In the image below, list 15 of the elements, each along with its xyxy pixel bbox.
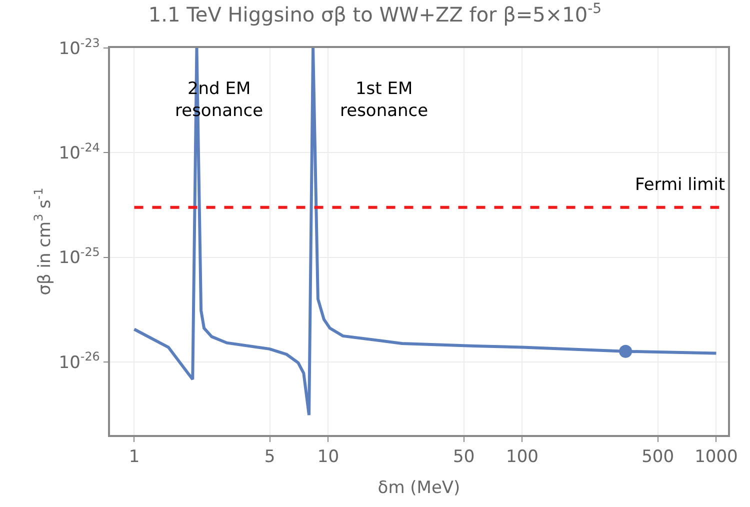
x-tick-label: 1 (128, 447, 140, 468)
x-tick-label: 5 (264, 447, 276, 468)
x-tick-label: 10 (317, 447, 340, 468)
y-tick-label: 10$^{-24}$ (58, 140, 100, 164)
y-tick-label: 10$^{-23}$ (58, 36, 100, 59)
x-axis-title: δm (MeV) (378, 478, 460, 498)
annotation: 1st EM resonance (340, 79, 428, 122)
ref-line-label: Fermi limit (635, 175, 726, 195)
x-tick-label: 1000 (694, 447, 738, 468)
x-tick-label: 50 (453, 447, 475, 468)
chart-title: 1.1 TeV Higgsino σβ to WW+ZZ for β=5×10$^{-5}$ (148, 1, 602, 27)
y-tick-label: 10$^{-26}$ (58, 350, 100, 373)
y-tick-label: 10$^{-25}$ (58, 245, 100, 268)
x-tick-label: 500 (642, 447, 674, 468)
x-tick-label: 100 (506, 447, 538, 468)
